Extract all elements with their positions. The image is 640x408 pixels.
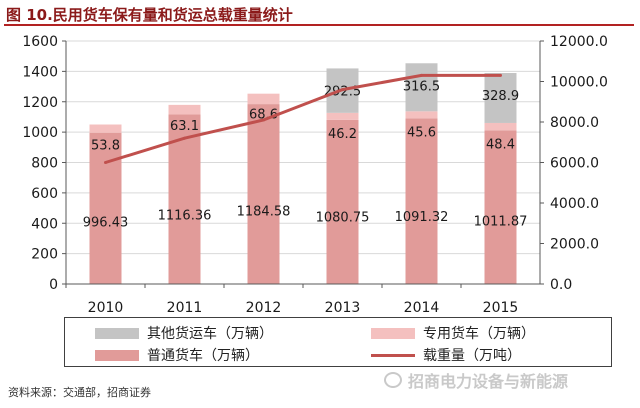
right-tick-label: 8000.0: [550, 115, 599, 131]
title-underline: [4, 24, 634, 26]
left-tick-label: 0: [49, 277, 58, 293]
bar-segment-1-2010: [89, 124, 122, 133]
figure-title: 图 10.民用货车保有量和货运总载重量统计: [6, 6, 293, 24]
load-point-2015: [499, 73, 502, 77]
bar-segment-1-2013: [326, 112, 359, 120]
bar-segment-0-2014: [405, 118, 438, 285]
left-tick-label: 1600: [22, 34, 58, 50]
legend-swatch-special: [371, 327, 415, 339]
left-tick-label: 400: [31, 216, 58, 232]
chart-legend: 其他货运车（万辆） 专用货车（万辆） 普通货车（万辆） 载重量（万吨）: [64, 317, 612, 367]
x-tick-label-2013: 2013: [325, 300, 361, 316]
left-tick-label: 200: [31, 247, 58, 263]
right-tick-label: 6000.0: [550, 156, 599, 172]
load-point-2010: [104, 161, 107, 164]
load-point-2012: [262, 118, 265, 122]
load-point-2014: [420, 73, 423, 77]
chart: 996.43 1116.36 1184.58 1080.75 1091.32 1011.8…: [22, 34, 608, 316]
bar-segment-1-2015: [484, 122, 517, 131]
right-tick-label: 10000.0: [550, 75, 608, 91]
x-tick-label-2011: 2011: [167, 300, 203, 316]
x-tick-label-2010: 2010: [88, 300, 124, 316]
x-tick-label-2014: 2014: [404, 300, 440, 316]
wechat-icon: [384, 372, 402, 388]
bar-segment-1-2014: [405, 111, 438, 119]
load-line: [105, 73, 501, 164]
legend-swatch-other: [95, 327, 139, 339]
data-label-0-2013: 1080.75: [316, 211, 370, 226]
left-tick-label: 600: [31, 186, 58, 202]
x-tick-label-2012: 2012: [246, 300, 282, 316]
watermark: 招商电力设备与新能源: [384, 368, 568, 392]
bar-segment-0-2012: [247, 104, 280, 284]
source-note: 资料来源：交通部，招商证券: [8, 386, 151, 399]
bar-segment-2-2015: [484, 73, 517, 123]
legend-item-special: 专用货车（万辆）: [371, 323, 535, 343]
legend-swatch-load: [371, 353, 415, 357]
x-tick-label-2015: 2015: [483, 300, 519, 316]
data-label-0-2014: 1091.32: [395, 210, 449, 225]
data-label-0-2011: 1116.36: [158, 209, 212, 224]
legend-item-load: 载重量（万吨）: [371, 345, 521, 365]
right-tick-label: 12000.0: [550, 34, 608, 50]
right-tick-label: 4000.0: [550, 196, 599, 212]
legend-label-ordinary: 普通货车（万辆）: [147, 348, 259, 364]
legend-label-special: 专用货车（万辆）: [423, 326, 535, 342]
legend-item-other: 其他货运车（万辆）: [95, 323, 273, 343]
figure-header: 图 10.民用货车保有量和货运总载重量统计: [0, 0, 640, 26]
left-tick-label: 800: [31, 156, 58, 172]
bar-segment-0-2011: [168, 114, 201, 285]
legend-swatch-ordinary: [95, 349, 139, 361]
data-label-1-2012: 68.6: [249, 108, 278, 123]
right-tick-label: 2000.0: [550, 237, 599, 253]
data-label-1-2010: 53.8: [91, 138, 120, 153]
data-label-1-2013: 46.2: [328, 127, 357, 142]
load-point-2011: [183, 136, 186, 140]
watermark-text: 招商电力设备与新能源: [408, 372, 569, 391]
left-tick-label: 1000: [22, 125, 58, 141]
data-label-0-2012: 1184.58: [237, 205, 291, 220]
data-label-1-2014: 45.6: [407, 125, 436, 140]
left-tick-label: 1200: [22, 95, 58, 111]
data-label-2-2014: 316.5: [403, 79, 440, 94]
left-tick-label: 1400: [22, 64, 58, 80]
load-point-2013: [341, 88, 344, 92]
data-label-1-2015: 48.4: [486, 137, 515, 152]
bar-segment-0-2015: [484, 130, 517, 284]
bar-segment-0-2013: [326, 119, 359, 285]
data-label-2-2015: 328.9: [482, 89, 519, 104]
bar-segment-0-2010: [89, 132, 122, 284]
data-label-0-2015: 1011.87: [474, 215, 528, 230]
right-tick-label: 0.0: [550, 277, 572, 293]
data-label-1-2011: 63.1: [170, 119, 199, 134]
bar-segment-2-2014: [405, 63, 438, 112]
legend-item-ordinary: 普通货车（万辆）: [95, 345, 259, 365]
bar-segment-1-2011: [168, 104, 201, 115]
data-label-0-2010: 996.43: [83, 215, 129, 230]
legend-label-load: 载重量（万吨）: [423, 348, 521, 364]
bar-segment-1-2012: [247, 93, 280, 105]
legend-label-other: 其他货运车（万辆）: [147, 326, 273, 342]
